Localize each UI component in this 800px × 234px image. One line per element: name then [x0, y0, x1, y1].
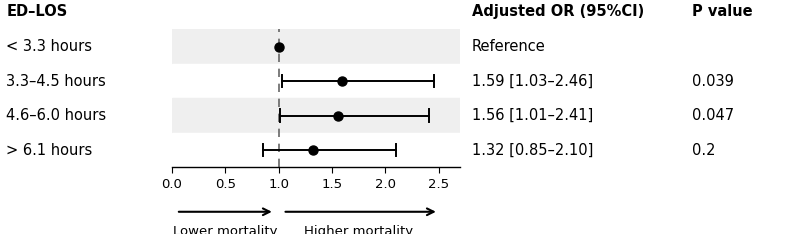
Text: P value: P value	[692, 4, 753, 19]
Text: Higher mortality: Higher mortality	[304, 225, 414, 234]
Text: 4.6–6.0 hours: 4.6–6.0 hours	[6, 108, 106, 123]
Text: Reference: Reference	[472, 39, 546, 54]
Text: 0.039: 0.039	[692, 73, 734, 88]
Text: 0.047: 0.047	[692, 108, 734, 123]
Text: 1.32 [0.85–2.10]: 1.32 [0.85–2.10]	[472, 143, 594, 157]
Text: Lower mortality: Lower mortality	[173, 225, 278, 234]
Bar	[172, 133, 460, 167]
Text: < 3.3 hours: < 3.3 hours	[6, 39, 93, 54]
Text: > 6.1 hours: > 6.1 hours	[6, 143, 93, 157]
Text: Adjusted OR (95%CI): Adjusted OR (95%CI)	[472, 4, 644, 19]
Text: 1.59 [1.03–2.46]: 1.59 [1.03–2.46]	[472, 73, 593, 88]
Text: 0.2: 0.2	[692, 143, 715, 157]
Text: 1.56 [1.01–2.41]: 1.56 [1.01–2.41]	[472, 108, 594, 123]
Text: ED–LOS: ED–LOS	[6, 4, 68, 19]
Bar	[172, 98, 460, 133]
Bar	[172, 64, 460, 98]
Bar	[172, 29, 460, 64]
Text: 3.3–4.5 hours: 3.3–4.5 hours	[6, 73, 106, 88]
